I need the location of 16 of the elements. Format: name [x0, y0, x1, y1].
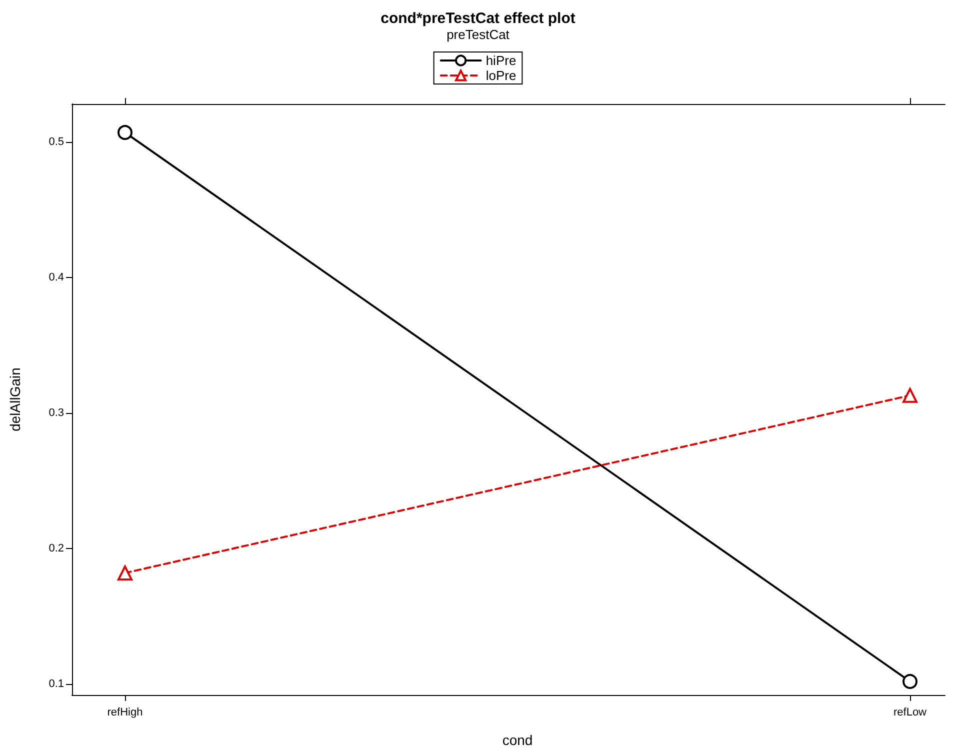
chart-title: cond*preTestCat effect plot: [380, 10, 576, 27]
legend-label: hiPre: [486, 53, 516, 68]
x-tick-label: refLow: [893, 706, 927, 718]
legend-title: preTestCat: [446, 27, 510, 42]
y-axis-title: delAllGain: [7, 368, 23, 432]
y-tick-label: 0.3: [48, 407, 64, 420]
point: [902, 674, 918, 689]
y-tick-label: 0.4: [48, 272, 64, 284]
point: [118, 566, 132, 581]
x-axis-title: cond: [502, 732, 533, 748]
y-tick-label: 0.1: [48, 678, 64, 690]
y-tick-label: 0.2: [48, 542, 64, 555]
y-tick-label: 0.5: [48, 136, 64, 148]
legend-label: loPre: [486, 68, 516, 83]
x-tick-label: refHigh: [107, 706, 143, 718]
point: [118, 124, 132, 140]
